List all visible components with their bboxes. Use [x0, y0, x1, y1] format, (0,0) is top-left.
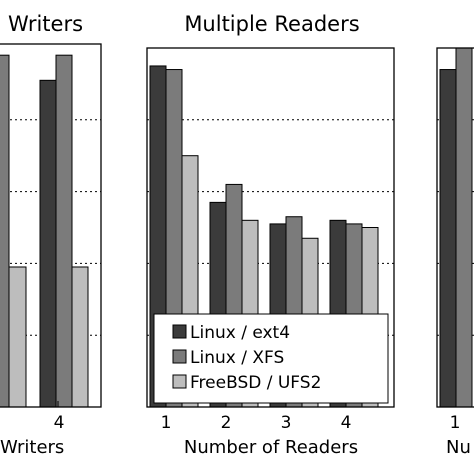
left-panel-xlabel: Writers: [0, 437, 64, 458]
legend-label-ufs2: FreeBSD / UFS2: [190, 373, 321, 393]
legend-label-ext4: Linux / ext4: [190, 323, 290, 343]
middle-panel-tick-label: 1: [161, 413, 172, 433]
legend-swatch-ufs2: [172, 374, 187, 389]
legend-swatch-xfs: [172, 349, 187, 364]
left-panel-bar-0: [39, 79, 57, 408]
right-panel-bar-1: [455, 47, 473, 408]
left-panel-bar-xfs-partial: [0, 54, 10, 408]
middle-panel-tick-label: 4: [341, 413, 352, 433]
legend-swatch-ext4: [172, 324, 187, 339]
left-panel-frame: [0, 43, 102, 408]
legend: Linux / ext4 Linux / XFS FreeBSD / UFS2: [153, 313, 389, 404]
left-panel-tick-label: 4: [54, 413, 65, 433]
left-panel-title: Writers: [8, 12, 83, 36]
left-panel-bar-2: [71, 266, 89, 408]
right-panel-xlabel: Nu: [446, 437, 471, 458]
right-panel-bars: [439, 47, 473, 408]
middle-panel-tick-label: 3: [281, 413, 292, 433]
middle-panel-frame: [146, 47, 395, 408]
middle-panel-tick-label: 2: [221, 413, 232, 433]
right-panel-bar-0: [439, 69, 457, 408]
middle-panel-xlabel: Number of Readers: [184, 437, 358, 458]
left-panel-bar-ufs2-partial: [8, 266, 27, 408]
middle-panel-title: Multiple Readers: [184, 12, 359, 36]
legend-frame: [153, 313, 389, 404]
legend-label-xfs: Linux / XFS: [190, 348, 284, 368]
right-panel-tick-label: 1: [450, 413, 461, 433]
left-panel-bar-1: [55, 54, 73, 408]
right-panel-frame: [436, 47, 474, 408]
middle-panel-tick-labels: 1 2 3 4: [161, 413, 352, 433]
left-panel-bars: [0, 54, 89, 408]
